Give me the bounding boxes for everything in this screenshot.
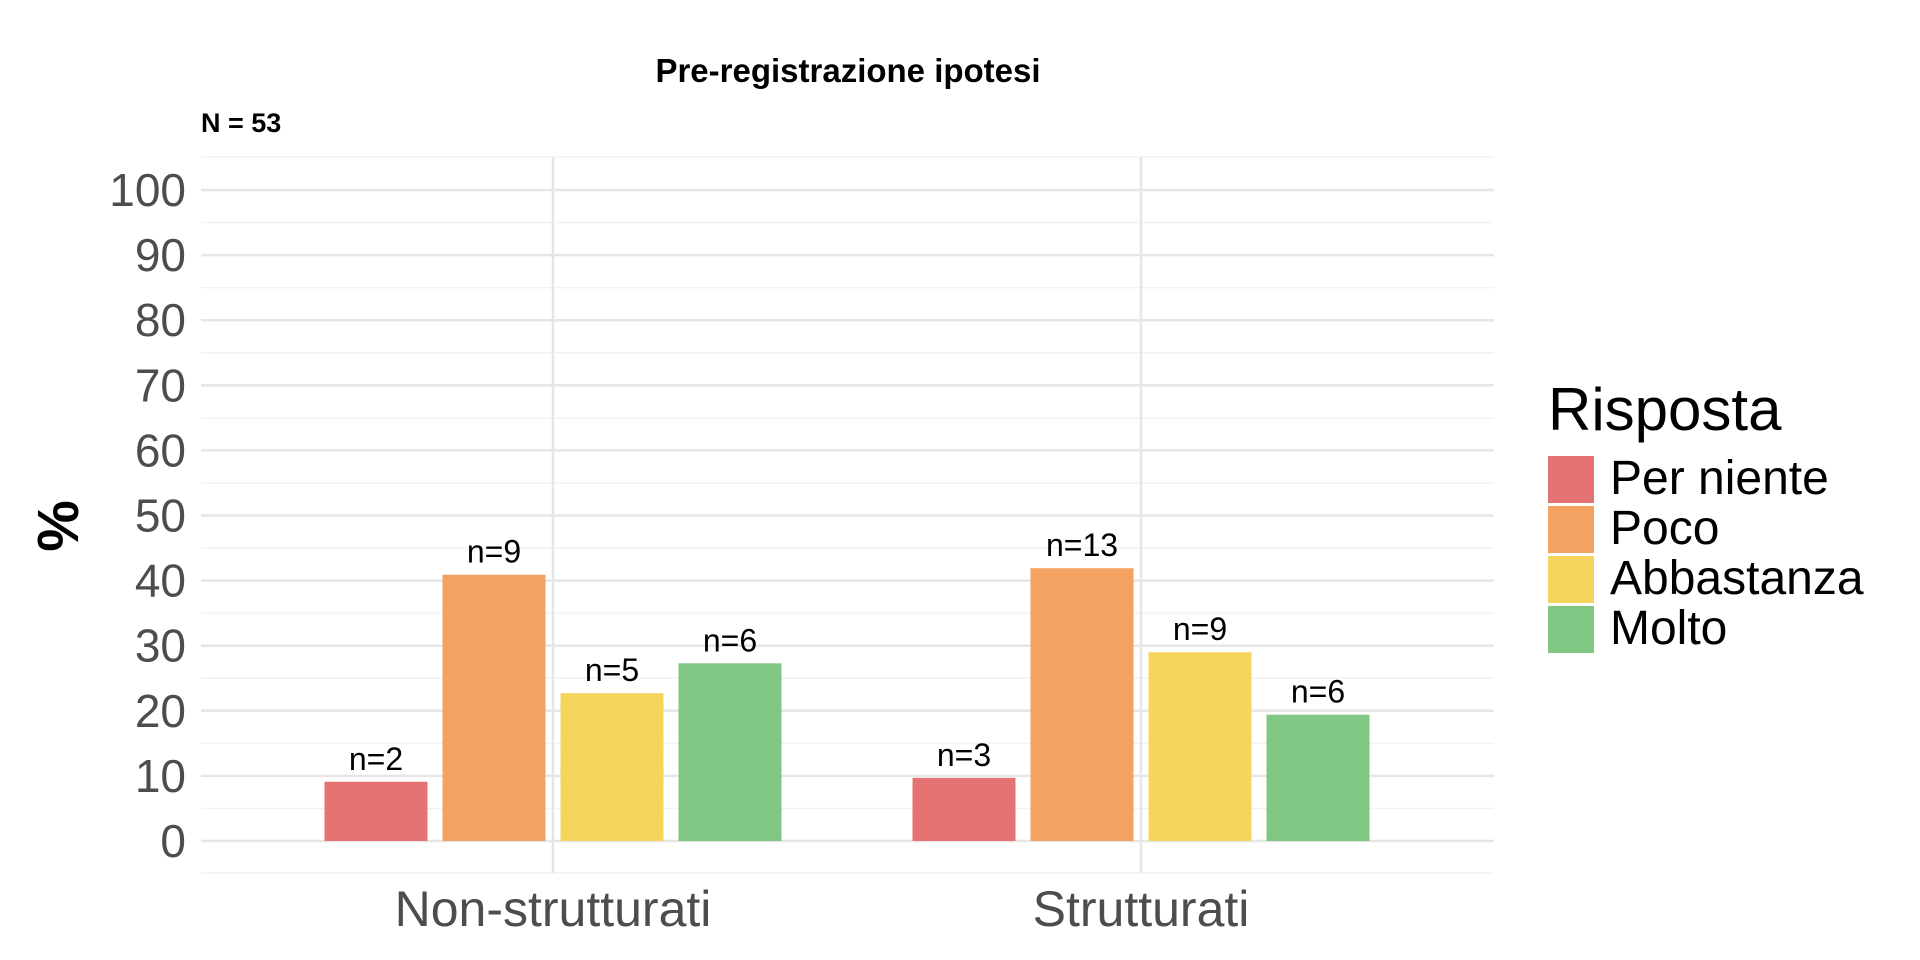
y-tick-label: 30 bbox=[135, 620, 186, 672]
legend-label: Abbastanza bbox=[1610, 552, 1864, 605]
legend-key bbox=[1548, 456, 1594, 503]
bar bbox=[1148, 652, 1252, 841]
chart-title: Pre-registrazione ipotesi bbox=[655, 52, 1040, 89]
bar bbox=[324, 781, 428, 841]
chart-subtitle: N = 53 bbox=[201, 108, 281, 138]
y-tick-label: 20 bbox=[135, 685, 186, 737]
bar-data-label: n=3 bbox=[937, 737, 991, 773]
y-tick-label: 50 bbox=[135, 490, 186, 542]
legend-key bbox=[1548, 606, 1594, 653]
y-tick-label: 80 bbox=[135, 294, 186, 346]
bar bbox=[560, 693, 664, 841]
legend-label: Molto bbox=[1610, 602, 1727, 655]
y-tick-label: 90 bbox=[135, 229, 186, 281]
x-tick-label: Strutturati bbox=[1033, 881, 1250, 937]
bar-data-label: n=13 bbox=[1046, 527, 1118, 563]
bar-data-label: n=9 bbox=[1173, 611, 1227, 647]
bar-data-label: n=2 bbox=[349, 741, 403, 777]
bar bbox=[912, 777, 1016, 841]
data-labels: n=2 n=3 n=9 n=13 n=5 n=9 n=6 n=6 bbox=[349, 527, 1345, 777]
bar bbox=[1030, 568, 1134, 841]
bar bbox=[1266, 714, 1370, 841]
bar-data-label: n=6 bbox=[1291, 674, 1345, 710]
legend-key bbox=[1548, 506, 1594, 553]
y-tick-label: 70 bbox=[135, 359, 186, 411]
bar-data-label: n=9 bbox=[467, 534, 521, 570]
x-axis: Non-strutturati Strutturati bbox=[395, 881, 1250, 937]
bar bbox=[442, 574, 546, 841]
y-tick-label: 100 bbox=[109, 164, 186, 216]
y-axis-label: % bbox=[26, 500, 91, 552]
legend-label: Per niente bbox=[1610, 452, 1829, 505]
x-tick-label: Non-strutturati bbox=[395, 881, 712, 937]
legend-label: Poco bbox=[1610, 502, 1719, 555]
bar-data-label: n=5 bbox=[585, 652, 639, 688]
y-tick-label: 40 bbox=[135, 555, 186, 607]
bars bbox=[324, 568, 1370, 841]
y-axis: 0 10 20 30 40 50 60 70 80 90 100 bbox=[109, 164, 186, 867]
legend-title: Risposta bbox=[1548, 376, 1782, 443]
y-tick-label: 10 bbox=[135, 750, 186, 802]
bar bbox=[678, 663, 782, 841]
legend-key bbox=[1548, 556, 1594, 603]
bar-data-label: n=6 bbox=[703, 622, 757, 658]
y-tick-label: 60 bbox=[135, 424, 186, 476]
y-tick-label: 0 bbox=[160, 815, 186, 867]
